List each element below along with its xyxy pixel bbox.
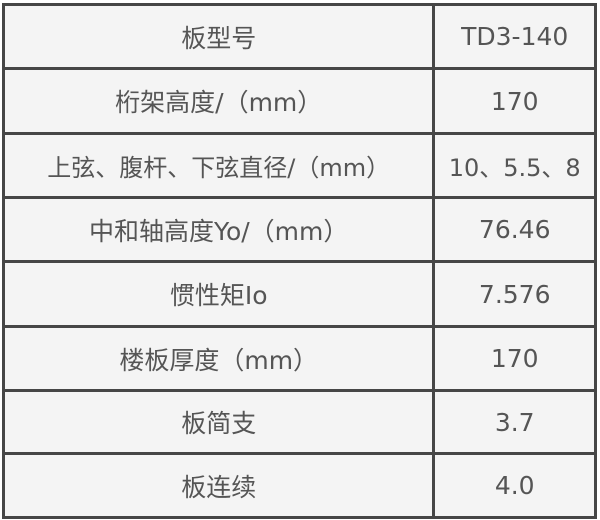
row-label: 中和轴高度Yo/（mm） bbox=[1, 196, 436, 263]
table-row: 桁架高度/（mm） 170 bbox=[1, 67, 597, 135]
row-value: 3.7 bbox=[432, 389, 597, 455]
row-label: 惯性矩Io bbox=[1, 260, 436, 328]
row-value: 170 bbox=[432, 325, 597, 392]
row-label: 楼板厚度（mm） bbox=[1, 325, 436, 392]
table-row: 板简支 3.7 bbox=[1, 389, 597, 455]
row-value: 10、5.5、8 bbox=[432, 132, 597, 199]
row-value: 7.576 bbox=[432, 260, 597, 328]
table-row: 楼板厚度（mm） 170 bbox=[1, 325, 597, 392]
spec-table: 板型号 TD3-140 桁架高度/（mm） 170 上弦、腹杆、下弦直径/（mm） 1… bbox=[1, 3, 597, 519]
row-label: 板简支 bbox=[1, 389, 436, 455]
row-value: 4.0 bbox=[432, 452, 597, 519]
table-row: 板型号 TD3-140 bbox=[1, 3, 597, 70]
table-row: 惯性矩Io 7.576 bbox=[1, 260, 597, 328]
row-label: 桁架高度/（mm） bbox=[1, 67, 436, 135]
row-label: 上弦、腹杆、下弦直径/（mm） bbox=[1, 132, 436, 199]
table-row: 中和轴高度Yo/（mm） 76.46 bbox=[1, 196, 597, 263]
row-value: 76.46 bbox=[432, 196, 597, 263]
table-row: 上弦、腹杆、下弦直径/（mm） 10、5.5、8 bbox=[1, 132, 597, 199]
row-value: TD3-140 bbox=[432, 3, 597, 70]
row-label: 板型号 bbox=[1, 3, 436, 70]
row-label: 板连续 bbox=[1, 452, 436, 519]
table-row: 板连续 4.0 bbox=[1, 452, 597, 519]
row-value: 170 bbox=[432, 67, 597, 135]
